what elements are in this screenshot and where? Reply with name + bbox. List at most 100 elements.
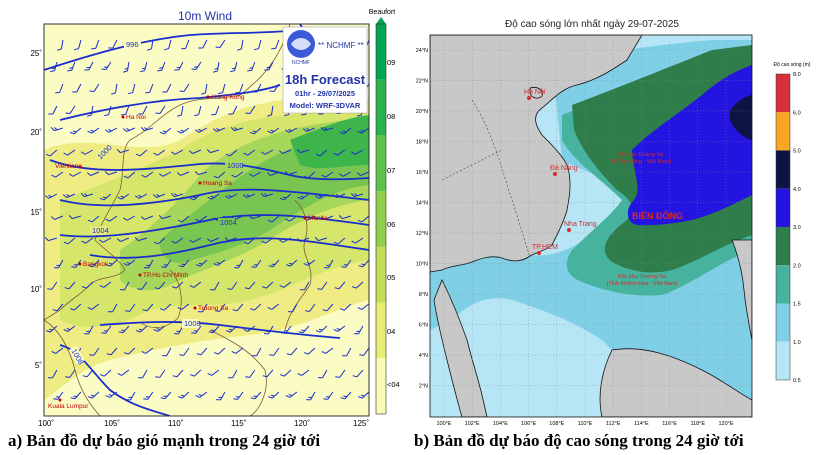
wind-barb — [243, 325, 256, 332]
place-label: Hà Nội — [524, 89, 546, 96]
wind-barb — [125, 303, 136, 312]
wind-barb — [141, 347, 154, 354]
wave-colorbar — [775, 73, 791, 381]
wind-barb — [351, 237, 364, 244]
wind-barb — [158, 215, 172, 220]
svg-text:100˚: 100˚ — [38, 419, 54, 428]
svg-text:06: 06 — [387, 220, 395, 229]
svg-text:105˚: 105˚ — [104, 419, 120, 428]
wind-barb — [87, 105, 94, 117]
wind-barb — [303, 171, 316, 179]
wind-barb — [82, 369, 94, 378]
wind-barb — [50, 215, 64, 220]
wind-barb — [144, 259, 154, 269]
wind-barb — [254, 39, 262, 51]
wind-barb — [188, 149, 202, 154]
wind-barb — [104, 105, 112, 117]
wind-barb — [264, 325, 274, 335]
wind-barb — [45, 325, 58, 333]
colorbar-segment — [376, 302, 386, 359]
wind-barb — [189, 281, 202, 288]
colorbar-label: 8.0 — [793, 72, 801, 78]
place-label: Manila — [308, 215, 328, 222]
wind-barb — [285, 215, 298, 222]
wind-barb — [228, 105, 238, 115]
lat-tick: 20°N — [416, 109, 428, 115]
wind-barb — [352, 369, 364, 378]
wind-barb — [145, 83, 154, 94]
wind-barb — [155, 105, 166, 115]
svg-text:10˚: 10˚ — [30, 285, 42, 294]
wind-barb — [303, 259, 316, 266]
wind-barb — [208, 325, 220, 334]
wind-barb — [89, 347, 100, 356]
wind-barb — [264, 61, 274, 71]
wind-place-labels: Hong Kong Ha Noi Vientiane Hoang Sa Mani… — [48, 94, 328, 410]
wind-barb — [279, 369, 292, 377]
place-label: Hoang Sa — [203, 180, 232, 187]
wind-barb — [212, 127, 226, 132]
wind-barb — [67, 61, 76, 72]
wind-barb — [233, 391, 244, 400]
wind-barb — [315, 149, 328, 157]
wind-barb — [138, 105, 148, 115]
svg-text:5˚: 5˚ — [35, 361, 42, 370]
wind-barb — [71, 259, 82, 268]
wind-barb — [121, 105, 130, 116]
wind-barb — [64, 281, 76, 290]
forecast-label: 18h Forecast — [285, 72, 366, 87]
colorbar-segment — [376, 358, 386, 414]
wind-barb — [339, 171, 352, 177]
wind-barb — [48, 105, 58, 115]
wind-barb — [171, 281, 184, 289]
wind-barb — [135, 149, 148, 157]
wind-barb — [52, 303, 64, 312]
valid-time: 01hr - 29/07/2025 — [295, 89, 355, 98]
wave-height-map: Độ cao sóng lớn nhất ngày 29-07-2025 — [412, 0, 818, 430]
place-label: TP.HCM — [532, 244, 558, 251]
wind-barb — [99, 237, 112, 243]
wind-barb — [116, 237, 130, 242]
wind-barb — [176, 171, 190, 176]
wave-map-svg: Độ cao sóng lớn nhất ngày 29-07-2025 — [416, 18, 811, 427]
lon-tick: 108°E — [549, 421, 564, 427]
wind-barb — [351, 281, 364, 289]
wind-barb — [191, 325, 202, 334]
wind-barb — [315, 325, 328, 333]
wind-barb — [120, 281, 130, 291]
lat-tick: 4°N — [419, 353, 428, 359]
wind-barb — [81, 149, 94, 155]
wind-barb — [65, 105, 76, 115]
wind-barb — [47, 281, 58, 290]
wind-barb — [108, 303, 118, 313]
wind-barb — [252, 347, 262, 357]
wind-barb — [296, 149, 310, 154]
wind-barb — [201, 83, 208, 95]
wind-barb — [143, 391, 154, 400]
wind-barb — [135, 325, 148, 333]
svg-text:1000: 1000 — [227, 161, 244, 170]
place-label: Ha Noi — [126, 114, 146, 121]
colorbar-segment — [776, 341, 790, 380]
colorbar-segment — [776, 74, 790, 113]
wind-barb — [247, 61, 256, 72]
place-label: TP.Ho Chi Minh — [143, 272, 188, 279]
wind-barb — [153, 149, 166, 156]
lat-tick: 24°N — [416, 48, 428, 54]
wind-barb — [45, 149, 58, 157]
wind-barb — [99, 369, 112, 377]
wave-place-labels: Hà Nội Đà Nẵng Nha Trang TP.HCM BIỂN ĐÔN… — [524, 89, 683, 251]
wind-barb — [300, 281, 310, 291]
wind-barb — [152, 193, 166, 198]
wind-barb — [164, 39, 172, 51]
lat-tick: 10°N — [416, 262, 428, 268]
colorbar-segment — [376, 24, 386, 80]
wind-forecast-map: 10m Wind — [0, 0, 405, 430]
wind-barb — [177, 127, 190, 134]
wind-barb — [69, 303, 82, 311]
wind-barb — [302, 127, 316, 132]
svg-text:996: 996 — [126, 40, 139, 49]
wave-map-frame — [429, 34, 753, 418]
wind-barb — [261, 281, 274, 289]
wind-barb — [141, 171, 154, 178]
